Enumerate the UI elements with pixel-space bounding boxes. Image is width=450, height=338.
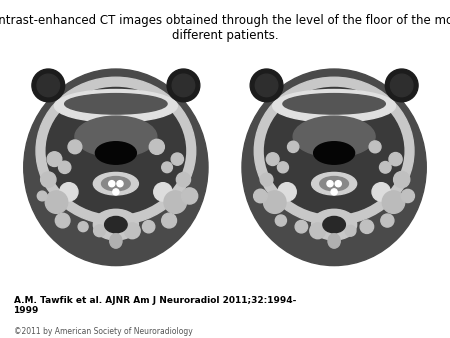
Ellipse shape: [265, 88, 404, 214]
Ellipse shape: [314, 142, 355, 164]
Circle shape: [255, 74, 278, 97]
Circle shape: [172, 74, 195, 97]
Text: B: B: [238, 246, 248, 260]
Circle shape: [55, 213, 70, 228]
Circle shape: [389, 152, 402, 166]
Ellipse shape: [75, 116, 157, 157]
Circle shape: [278, 183, 296, 201]
Circle shape: [164, 191, 186, 213]
Circle shape: [171, 153, 184, 165]
Circle shape: [372, 183, 391, 201]
Circle shape: [335, 180, 341, 187]
Circle shape: [401, 189, 414, 202]
Circle shape: [124, 223, 140, 239]
Circle shape: [181, 188, 198, 204]
Text: ©2011 by American Society of Neuroradiology: ©2011 by American Society of Neuroradiol…: [14, 327, 192, 336]
Circle shape: [113, 189, 119, 195]
Circle shape: [385, 69, 418, 102]
Circle shape: [143, 220, 155, 233]
Text: A: A: [20, 246, 29, 260]
Circle shape: [154, 183, 172, 201]
Ellipse shape: [104, 216, 127, 233]
Ellipse shape: [46, 88, 185, 214]
Circle shape: [360, 220, 373, 234]
Circle shape: [295, 220, 308, 233]
Ellipse shape: [320, 176, 348, 191]
Circle shape: [176, 172, 190, 187]
Circle shape: [288, 141, 299, 152]
Circle shape: [327, 180, 333, 187]
Ellipse shape: [328, 234, 340, 248]
Circle shape: [275, 215, 287, 226]
Circle shape: [59, 183, 78, 201]
Ellipse shape: [254, 77, 414, 225]
Circle shape: [45, 191, 68, 213]
Circle shape: [379, 162, 391, 173]
Ellipse shape: [323, 216, 346, 233]
Circle shape: [68, 140, 82, 154]
Text: AMERICAN JOURNAL OF NEURORADIOLOGY: AMERICAN JOURNAL OF NEURORADIOLOGY: [278, 325, 390, 331]
Circle shape: [94, 225, 105, 237]
Text: Axial contrast-enhanced CT images obtained through the level of the floor of the: Axial contrast-enhanced CT images obtain…: [0, 14, 450, 42]
Ellipse shape: [273, 90, 396, 122]
Circle shape: [254, 189, 267, 203]
Circle shape: [47, 152, 62, 167]
Circle shape: [167, 69, 200, 102]
Ellipse shape: [311, 209, 357, 240]
Ellipse shape: [93, 172, 139, 195]
Circle shape: [40, 172, 56, 187]
Ellipse shape: [283, 94, 385, 114]
Circle shape: [250, 69, 283, 102]
Circle shape: [109, 180, 115, 187]
Ellipse shape: [311, 172, 357, 195]
Circle shape: [162, 213, 176, 228]
Ellipse shape: [24, 69, 208, 266]
Circle shape: [264, 191, 286, 213]
Circle shape: [345, 225, 356, 236]
Circle shape: [331, 189, 337, 195]
Ellipse shape: [242, 69, 426, 266]
Circle shape: [58, 161, 71, 173]
Circle shape: [162, 162, 172, 173]
Ellipse shape: [95, 142, 136, 164]
Circle shape: [37, 74, 59, 97]
Circle shape: [391, 74, 413, 97]
Circle shape: [260, 173, 273, 186]
Circle shape: [310, 223, 326, 239]
Text: AJNR: AJNR: [299, 298, 369, 322]
Ellipse shape: [93, 209, 139, 240]
Circle shape: [369, 141, 381, 153]
Ellipse shape: [102, 176, 130, 191]
Circle shape: [149, 139, 164, 154]
Ellipse shape: [54, 90, 177, 122]
Circle shape: [37, 191, 47, 201]
Circle shape: [382, 191, 405, 213]
Text: A.M. Tawfik et al. AJNR Am J Neuroradiol 2011;32:1994-
1999: A.M. Tawfik et al. AJNR Am J Neuroradiol…: [14, 296, 296, 315]
Circle shape: [32, 69, 65, 102]
Circle shape: [117, 180, 123, 187]
Circle shape: [394, 171, 410, 188]
Circle shape: [278, 162, 288, 173]
Ellipse shape: [36, 77, 196, 225]
Circle shape: [78, 222, 88, 232]
Circle shape: [381, 214, 394, 227]
Circle shape: [266, 153, 279, 166]
Ellipse shape: [110, 234, 122, 248]
Ellipse shape: [293, 116, 375, 157]
Ellipse shape: [65, 94, 167, 114]
